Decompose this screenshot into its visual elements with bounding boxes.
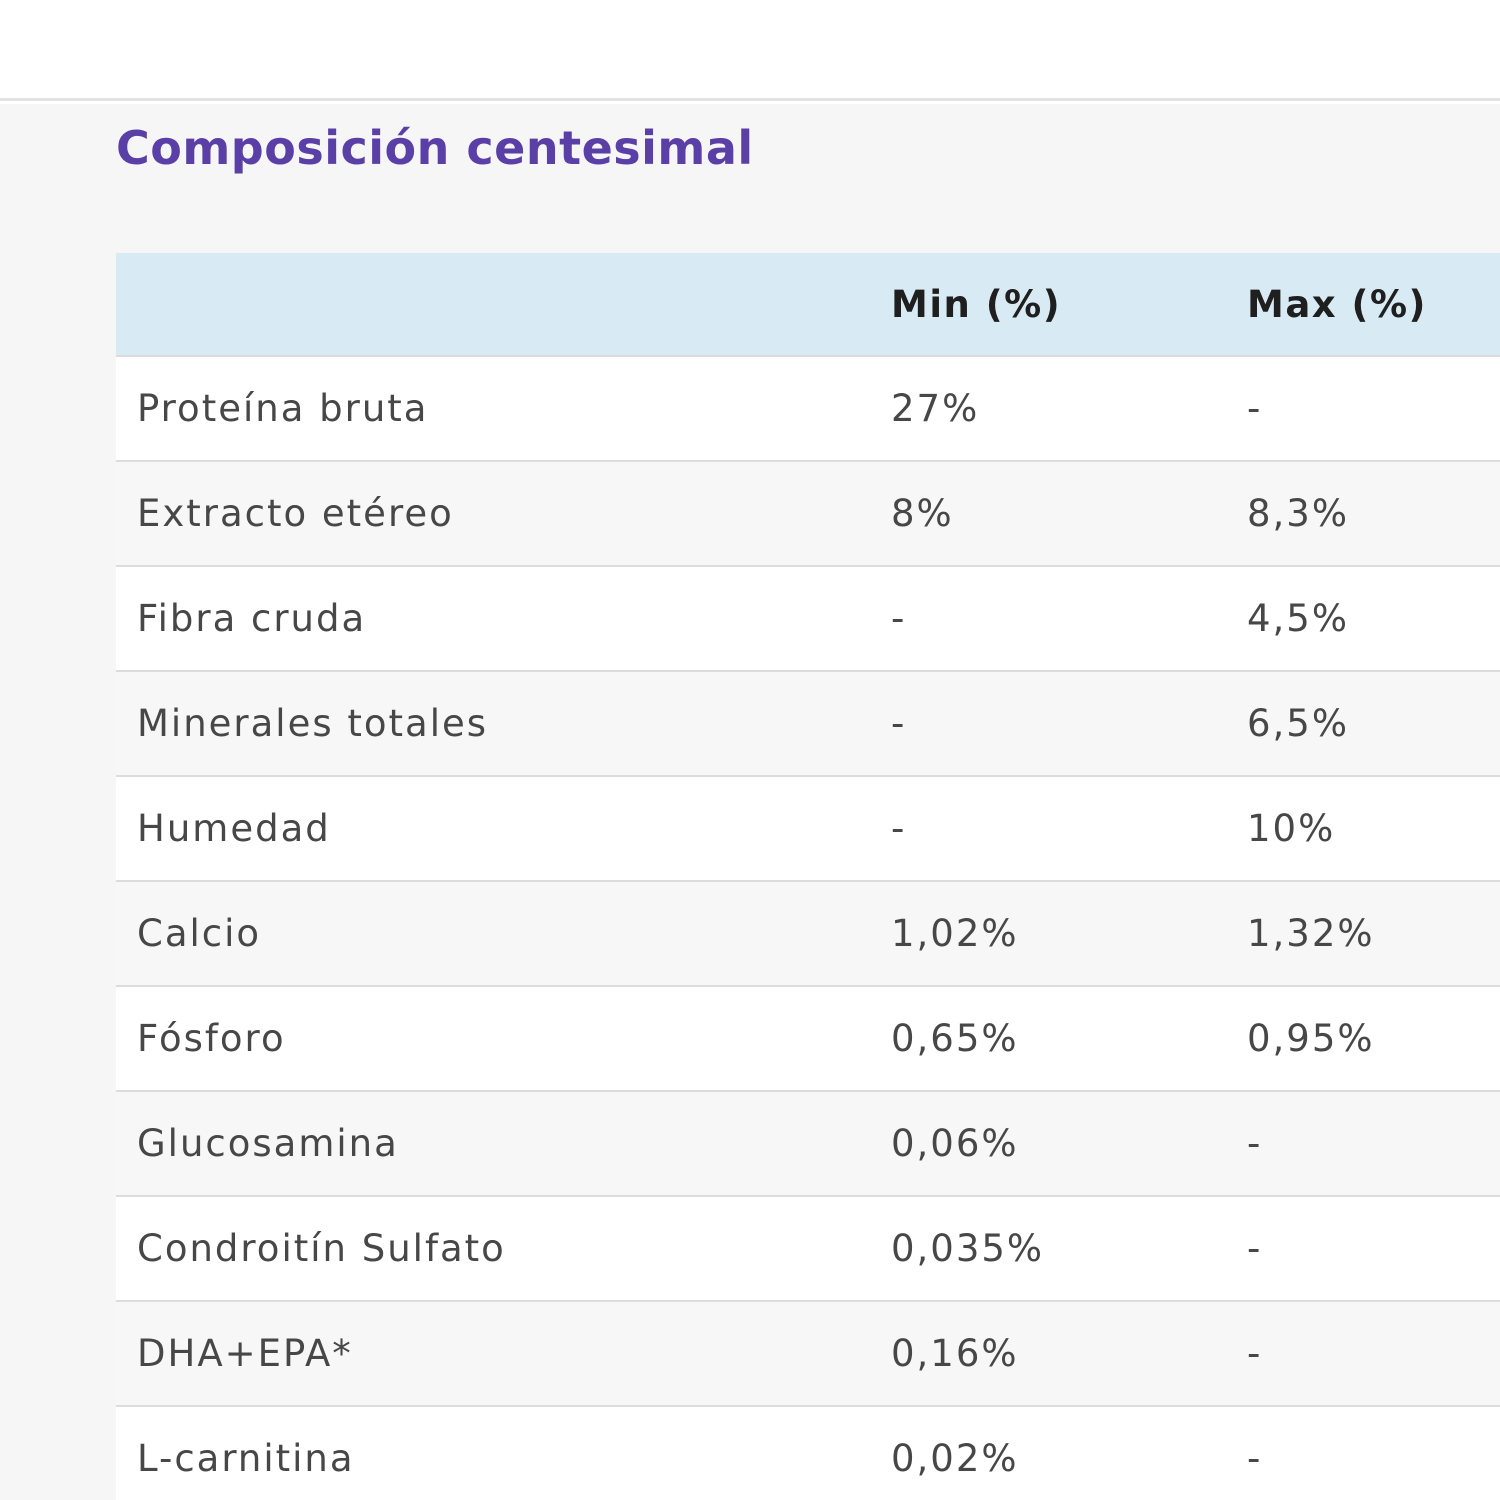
max-value-cell: 8,3%	[1247, 492, 1349, 535]
table-row: Extracto etéreo 8% 8,3%	[116, 462, 1500, 567]
composition-table: Min (%) Max (%) Proteína bruta 27% - Extrac…	[116, 253, 1500, 1500]
max-value-cell: 6,5%	[1247, 702, 1349, 745]
table-header-row: Min (%) Max (%)	[116, 253, 1500, 357]
max-value-cell: 4,5%	[1247, 597, 1349, 640]
max-value-cell: 0,95%	[1247, 1017, 1375, 1060]
min-value-cell: 0,035%	[891, 1227, 1045, 1270]
nutrient-cell: Condroitín Sulfato	[137, 1227, 506, 1270]
table-row: Condroitín Sulfato 0,035% -	[116, 1197, 1500, 1302]
nutrient-cell: DHA+EPA*	[137, 1332, 353, 1375]
composition-section: Composición centesimal Min (%) Max (%) P…	[0, 104, 1500, 1500]
section-title: Composición centesimal	[116, 121, 754, 175]
min-value-cell: -	[891, 702, 907, 745]
table-body: Proteína bruta 27% - Extracto etéreo 8% 8,3% F…	[116, 357, 1500, 1500]
max-value-cell: -	[1247, 1122, 1263, 1165]
table-row: Calcio 1,02% 1,32%	[116, 882, 1500, 987]
nutrient-cell: Calcio	[137, 912, 262, 955]
table-row: Fósforo 0,65% 0,95%	[116, 987, 1500, 1092]
min-value-cell: -	[891, 807, 907, 850]
max-value-cell: -	[1247, 387, 1263, 430]
table-row: Proteína bruta 27% -	[116, 357, 1500, 462]
max-value-cell: 10%	[1247, 807, 1336, 850]
max-value-cell: -	[1247, 1332, 1263, 1375]
table-row: L-carnitina 0,02% -	[116, 1407, 1500, 1500]
nutrient-cell: Fibra cruda	[137, 597, 367, 640]
min-value-cell: -	[891, 597, 907, 640]
header-nutrient	[137, 253, 877, 355]
min-value-cell: 0,16%	[891, 1332, 1019, 1375]
nutrient-cell: Humedad	[137, 807, 331, 850]
min-value-cell: 0,65%	[891, 1017, 1019, 1060]
nutrient-cell: Glucosamina	[137, 1122, 399, 1165]
header-max: Max (%)	[1247, 282, 1427, 326]
nutrient-cell: Minerales totales	[137, 702, 489, 745]
table-row: Fibra cruda - 4,5%	[116, 567, 1500, 672]
min-value-cell: 1,02%	[891, 912, 1019, 955]
max-value-cell: -	[1247, 1437, 1263, 1480]
max-value-cell: -	[1247, 1227, 1263, 1270]
nutrient-cell: L-carnitina	[137, 1437, 355, 1480]
min-value-cell: 0,02%	[891, 1437, 1019, 1480]
header-min: Min (%)	[891, 282, 1062, 326]
nutrient-cell: Extracto etéreo	[137, 492, 454, 535]
nutrient-cell: Fósforo	[137, 1017, 286, 1060]
table-row: Humedad - 10%	[116, 777, 1500, 882]
max-value-cell: 1,32%	[1247, 912, 1375, 955]
table-row: Glucosamina 0,06% -	[116, 1092, 1500, 1197]
table-row: Minerales totales - 6,5%	[116, 672, 1500, 777]
top-header-bar	[0, 0, 1500, 101]
nutrient-cell: Proteína bruta	[137, 387, 429, 430]
min-value-cell: 0,06%	[891, 1122, 1019, 1165]
min-value-cell: 27%	[891, 387, 980, 430]
table-row: DHA+EPA* 0,16% -	[116, 1302, 1500, 1407]
min-value-cell: 8%	[891, 492, 954, 535]
